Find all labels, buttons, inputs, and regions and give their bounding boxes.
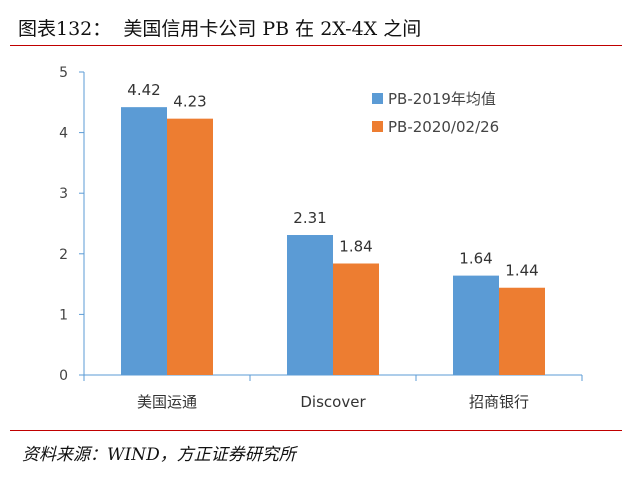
legend-swatch [372,121,383,132]
bar [167,118,213,376]
figure-title: 图表132： 美国信用卡公司 PB 在 2X-4X 之间 [18,18,422,40]
x-tick-label: 招商银行 [469,393,529,411]
y-tick-label: 1 [59,307,68,323]
y-tick-label: 4 [59,126,68,142]
data-label: 2.31 [293,209,326,227]
x-tick-label: Discover [300,393,366,411]
legend-swatch [372,93,383,104]
bar [287,235,333,375]
y-tick-label: 5 [59,65,68,81]
data-label: 4.23 [173,93,206,111]
bar-chart: 0 1 2 3 4 5 4.42 4.23 美国运通 2.31 1.84 Discover 1.64 1.… [59,65,583,411]
data-label: 1.44 [505,262,538,280]
bar [453,275,499,375]
y-tick-label: 0 [59,368,68,384]
x-tick-label: 美国运通 [137,393,197,411]
legend-label: PB-2019年均值 [388,90,496,108]
y-tick-label: 3 [59,186,68,202]
title-rule [10,45,622,46]
source-rule [10,430,622,431]
data-label: 1.64 [459,250,492,268]
y-tick-label: 2 [59,247,68,263]
data-label: 4.42 [127,81,160,99]
legend-label: PB-2020/02/26 [388,118,499,136]
data-label: 1.84 [339,237,372,255]
bar [499,287,545,375]
source-note: 资料来源：WIND，方正证券研究所 [22,445,296,465]
bar [121,107,167,375]
bar [333,263,379,375]
